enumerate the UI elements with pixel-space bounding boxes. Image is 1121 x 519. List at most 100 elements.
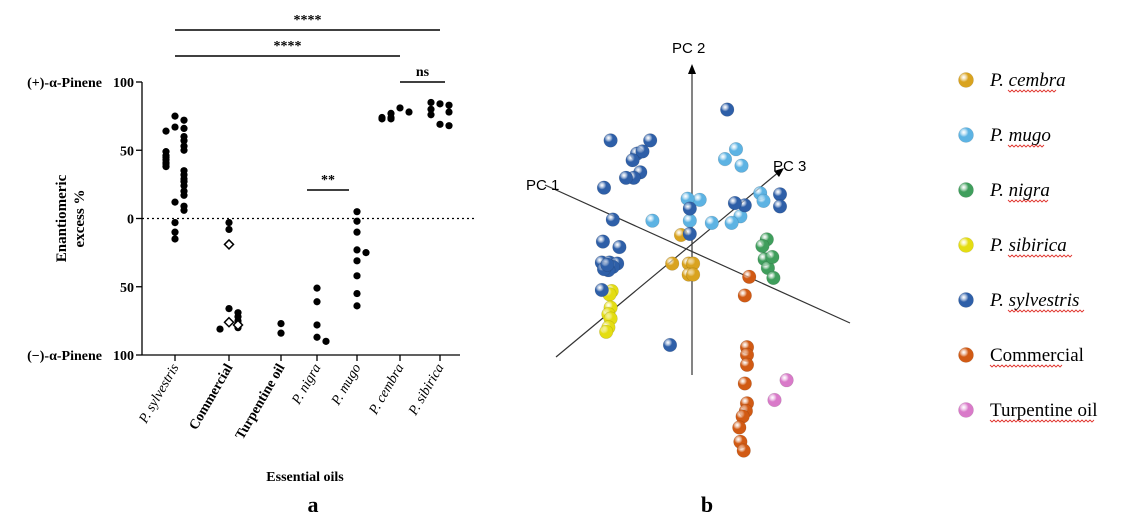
data-point xyxy=(313,298,321,306)
data-point xyxy=(171,198,179,206)
data-point xyxy=(396,104,404,112)
pca-point xyxy=(720,102,735,117)
pca-point xyxy=(665,256,680,271)
significance-label: **** xyxy=(274,39,302,54)
data-points xyxy=(162,98,453,345)
data-point xyxy=(180,206,188,214)
data-point xyxy=(427,105,435,113)
legend-swatch xyxy=(958,347,974,363)
data-point xyxy=(353,302,361,310)
data-point-open xyxy=(223,316,235,328)
pca-point xyxy=(767,392,782,408)
x-tick-label: P. sylvestris xyxy=(136,361,183,427)
data-point xyxy=(353,272,361,280)
spellcheck-underline xyxy=(1007,254,1073,258)
x-tick-label: P. mugo xyxy=(329,362,365,409)
pca-point xyxy=(682,213,697,228)
data-point xyxy=(436,100,444,108)
data-point xyxy=(387,115,395,123)
data-point xyxy=(353,217,361,225)
data-point xyxy=(353,257,361,265)
pca-point xyxy=(734,158,749,173)
pca-axes: PC 1 PC 2 PC 3 xyxy=(526,40,851,375)
data-point xyxy=(216,325,224,333)
pca-point xyxy=(755,238,770,254)
pca-point xyxy=(772,187,788,202)
pca-point xyxy=(596,180,612,195)
pca-point xyxy=(625,153,640,168)
data-point xyxy=(225,304,233,313)
legend-label: P. mugo xyxy=(989,125,1051,146)
legend-label: P. cembra xyxy=(989,70,1066,91)
data-point xyxy=(313,321,321,329)
pca-point xyxy=(635,144,650,159)
pca-points xyxy=(594,102,794,458)
data-point xyxy=(353,289,361,298)
data-point xyxy=(353,228,361,236)
data-point-open xyxy=(223,238,235,250)
data-point xyxy=(180,124,188,133)
significance-label: ** xyxy=(321,173,335,188)
spellcheck-underline xyxy=(1007,199,1049,203)
legend-label: P. nigra xyxy=(989,180,1050,201)
data-point xyxy=(322,337,330,345)
data-point xyxy=(171,235,179,243)
pca-point xyxy=(662,337,678,353)
pca-point xyxy=(737,288,752,303)
y-axis-label-line1: Enantiomeric xyxy=(54,174,70,262)
pca-point xyxy=(737,376,752,391)
pca-point xyxy=(599,324,614,339)
pc-axis-label: PC 2 xyxy=(672,40,705,57)
pca-point xyxy=(727,196,743,211)
data-point xyxy=(171,218,179,227)
pca-point xyxy=(732,420,747,435)
x-tick-label: Commercial xyxy=(187,361,237,432)
data-point xyxy=(180,146,188,154)
legend-swatch xyxy=(958,72,974,88)
data-point xyxy=(162,163,170,171)
y-axis-label-line2: excess % xyxy=(72,190,88,248)
data-point xyxy=(162,127,170,135)
data-point xyxy=(180,116,188,124)
pc2-arrow-icon xyxy=(688,64,696,74)
pca-point xyxy=(724,215,739,230)
pca-point xyxy=(742,269,757,284)
data-point-open xyxy=(232,319,244,331)
data-point xyxy=(362,249,370,257)
data-point xyxy=(171,112,179,120)
pca-point xyxy=(756,193,771,208)
data-point xyxy=(277,329,285,337)
data-point xyxy=(405,108,413,116)
data-point xyxy=(225,218,233,227)
data-point xyxy=(353,246,361,254)
spellcheck-underline xyxy=(989,419,1095,423)
pca-point xyxy=(682,201,697,216)
pca-point xyxy=(612,240,627,255)
pca-point xyxy=(728,142,744,157)
panel-b-label: b xyxy=(701,492,713,517)
x-tick-label: P. nigra xyxy=(289,362,325,409)
data-point xyxy=(225,225,233,234)
data-point xyxy=(427,111,435,119)
pca-point xyxy=(600,257,615,272)
pca-point xyxy=(766,270,781,286)
pca-point xyxy=(594,282,609,298)
pc-axis-label: PC 3 xyxy=(773,158,806,175)
pca-point xyxy=(645,213,660,228)
data-point xyxy=(313,333,321,341)
data-point xyxy=(180,137,188,145)
pca-point xyxy=(682,226,697,241)
data-point xyxy=(445,101,453,109)
data-point xyxy=(427,98,435,107)
y-tick-prefix: (+)-α-Pinene xyxy=(27,76,102,91)
y-tick-label: 100 xyxy=(113,76,134,91)
spellcheck-underline xyxy=(989,364,1063,368)
legend-label: P. sylvestris xyxy=(989,290,1079,311)
pca-point xyxy=(595,234,611,249)
y-tick-label: 0 xyxy=(127,213,134,228)
pca-point xyxy=(736,443,751,458)
data-point xyxy=(353,208,361,216)
y-tick-label: 50 xyxy=(120,281,134,296)
legend-label: Turpentine oil xyxy=(990,400,1098,421)
